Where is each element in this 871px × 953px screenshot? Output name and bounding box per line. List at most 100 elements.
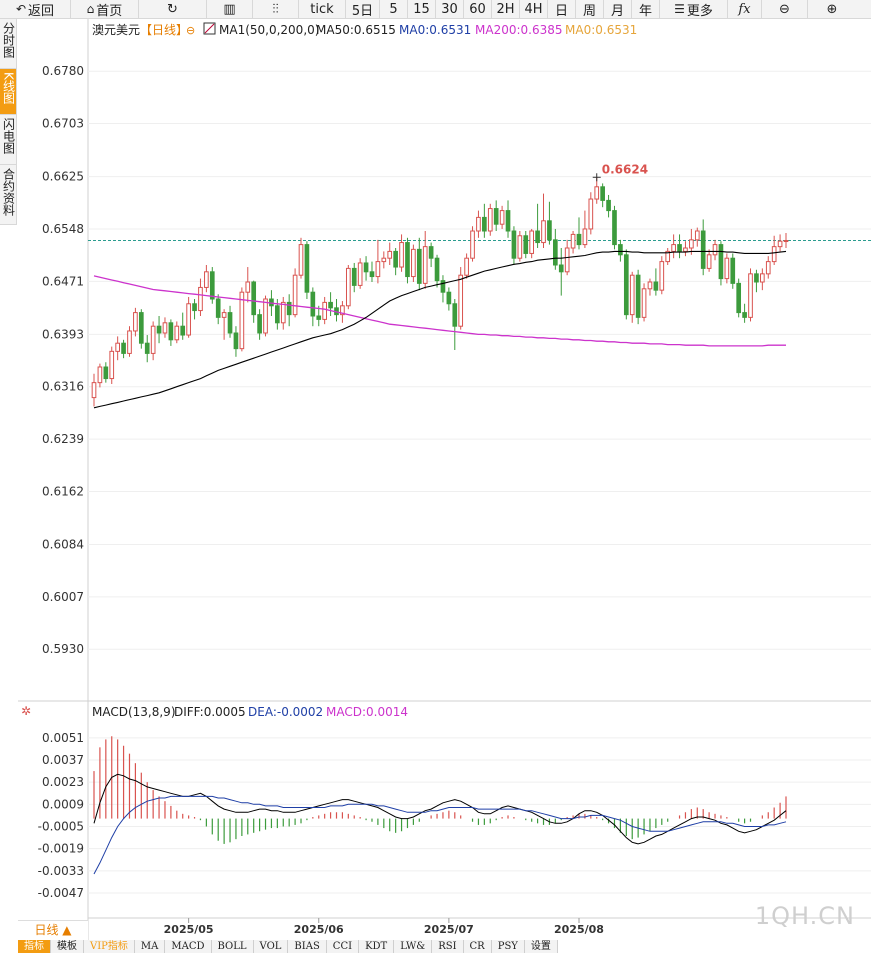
price-tick-label: 0.6625 bbox=[42, 170, 84, 184]
candle-up bbox=[150, 325, 156, 354]
week-button[interactable]: 周 bbox=[576, 0, 604, 19]
sidebar-item-flash[interactable]: 闪电图 bbox=[0, 115, 17, 165]
refresh-button[interactable]: ↻ bbox=[139, 0, 207, 18]
day-label: 日 bbox=[554, 3, 568, 19]
day-button[interactable]: 日 bbox=[548, 0, 576, 19]
candle-up bbox=[186, 303, 191, 336]
year-button[interactable]: 年 bbox=[632, 0, 660, 19]
indicator-tab[interactable]: 设置 bbox=[524, 940, 558, 953]
indicator-tab[interactable]: VIP指标 bbox=[84, 940, 135, 953]
macd-legend-macd: MACD:0.0014 bbox=[326, 705, 408, 719]
candle-up bbox=[115, 342, 120, 352]
candle-up bbox=[765, 261, 771, 275]
candle-up bbox=[340, 305, 345, 316]
indicator-tab[interactable]: 模板 bbox=[51, 940, 84, 953]
sidebar-item-kline[interactable]: K线图 bbox=[0, 69, 17, 115]
indicator-tab[interactable]: MACD bbox=[165, 940, 212, 953]
watermark: 1QH.CN bbox=[754, 902, 855, 930]
candle-down bbox=[434, 257, 440, 282]
5day-button[interactable]: 5日 bbox=[346, 0, 380, 19]
back-button[interactable]: ↶ 返回 bbox=[0, 0, 71, 19]
macd-tick-label: -0.0019 bbox=[38, 842, 84, 856]
indicator-tab[interactable]: PSY bbox=[491, 940, 525, 953]
legend-ma0-a: MA0:0.6531 bbox=[399, 23, 471, 37]
indicator-tab[interactable]: RSI bbox=[432, 940, 464, 953]
candle-up bbox=[345, 267, 351, 307]
candle-down bbox=[275, 305, 280, 324]
more-button[interactable]: ☰ 更多 bbox=[660, 0, 728, 19]
macd-grid bbox=[88, 737, 871, 894]
indicator-tab[interactable]: BOLL bbox=[211, 940, 254, 953]
candle-up bbox=[641, 288, 647, 318]
refresh-icon: ↻ bbox=[167, 1, 178, 17]
period-selector[interactable]: 日线 ▲ bbox=[18, 920, 88, 940]
formula-button[interactable]: fx bbox=[728, 0, 762, 18]
sidebar-item-contract-info[interactable]: 合约资料 bbox=[0, 165, 17, 225]
price-tick-label: 0.6780 bbox=[42, 64, 84, 78]
candle-down bbox=[144, 342, 150, 354]
60min-button[interactable]: 60 bbox=[464, 0, 492, 18]
candle-up bbox=[588, 198, 594, 230]
year-label: 年 bbox=[638, 3, 652, 19]
indicator-tab[interactable]: LW& bbox=[394, 940, 433, 953]
candle-down bbox=[742, 312, 747, 318]
home-button[interactable]: ⌂ 首页 bbox=[71, 0, 139, 19]
candle-up bbox=[91, 382, 97, 399]
2h-label: 2H bbox=[496, 1, 515, 17]
zoom-in-button[interactable]: ⊕ bbox=[808, 0, 856, 18]
indicator-tab[interactable]: MA bbox=[134, 940, 166, 953]
candle-up bbox=[671, 244, 676, 252]
month-button[interactable]: 月 bbox=[604, 0, 632, 19]
candle-up bbox=[239, 291, 245, 350]
candle-down bbox=[428, 246, 434, 259]
2h-button[interactable]: 2H bbox=[492, 0, 520, 18]
candle-down bbox=[505, 210, 511, 232]
candle-up bbox=[517, 235, 523, 259]
sidebar-item-timeshare[interactable]: 分时图 bbox=[0, 19, 17, 69]
candle-up bbox=[582, 228, 588, 246]
candle-down bbox=[653, 281, 659, 291]
candle-down bbox=[192, 303, 197, 312]
4h-button[interactable]: 4H bbox=[520, 0, 548, 18]
candle-down bbox=[103, 366, 109, 380]
indicator-tab[interactable]: BIAS bbox=[288, 940, 327, 953]
indicator-tab[interactable]: VOL bbox=[253, 940, 289, 953]
candle-down bbox=[446, 291, 452, 305]
candle-up bbox=[357, 262, 363, 286]
30min-button[interactable]: 30 bbox=[436, 0, 464, 18]
candle-up bbox=[204, 271, 209, 288]
candle-up bbox=[665, 250, 671, 263]
candle-down bbox=[328, 301, 333, 309]
candle-button[interactable]: ⫶⫶ bbox=[253, 0, 299, 18]
candle-up bbox=[464, 257, 469, 276]
price-axis: 0.6780 0.6703 0.6625 0.6548 0.6471 0.6393 0.63… bbox=[42, 64, 84, 656]
30min-label: 30 bbox=[441, 1, 458, 17]
macd-settings-icon[interactable]: ✲ bbox=[21, 704, 31, 718]
candle-down bbox=[215, 298, 221, 318]
15min-button[interactable]: 15 bbox=[408, 0, 436, 18]
zoom-out-button[interactable]: ⊖ bbox=[762, 0, 808, 18]
candle-up bbox=[245, 281, 251, 293]
macd-tick-label: 0.0023 bbox=[42, 775, 84, 789]
candle-down bbox=[180, 325, 186, 336]
candle-up bbox=[470, 230, 475, 259]
candles bbox=[91, 177, 789, 407]
candle-up bbox=[292, 274, 298, 316]
candle-down bbox=[156, 325, 162, 334]
candle-up bbox=[629, 274, 635, 316]
candle-down bbox=[209, 271, 215, 300]
candle-down bbox=[718, 244, 724, 280]
5min-button[interactable]: 5 bbox=[380, 0, 408, 18]
indicator-tab[interactable]: CCI bbox=[326, 940, 360, 953]
tick-button[interactable]: tick bbox=[299, 0, 346, 18]
candle-down bbox=[482, 216, 487, 232]
macd-tick-label: -0.0047 bbox=[38, 886, 84, 900]
indicator-tab[interactable]: KDT bbox=[359, 940, 395, 953]
indicator-tab[interactable]: 指标 bbox=[18, 940, 51, 953]
indicator-tab[interactable]: CR bbox=[463, 940, 492, 953]
settings-gear-icon[interactable]: ⊖ bbox=[186, 24, 195, 37]
chart-type-button[interactable]: ▥ bbox=[207, 0, 253, 18]
candle-down bbox=[233, 332, 239, 350]
candle-down bbox=[440, 280, 446, 293]
